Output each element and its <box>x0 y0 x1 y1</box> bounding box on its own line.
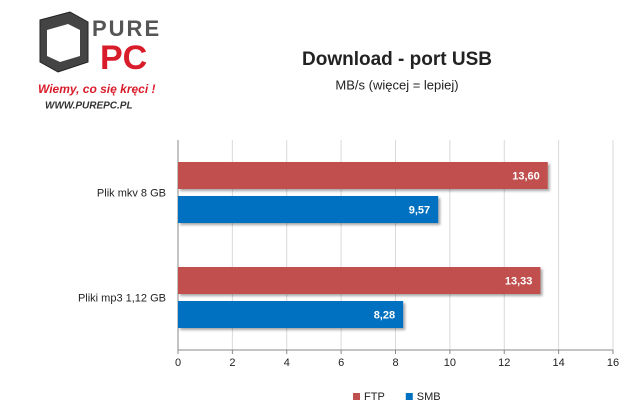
logo: PURE PC Wiemy, co się kręci ! WWW.PUREPC… <box>38 11 161 112</box>
x-tick-label: 10 <box>444 357 456 369</box>
chart-title: Download - port USB <box>302 49 492 70</box>
legend-label: SMB <box>417 391 441 403</box>
legend-swatch <box>405 393 413 400</box>
bar <box>178 162 548 189</box>
x-tick-label: 14 <box>553 357 565 369</box>
x-tick-label: 0 <box>175 357 181 369</box>
x-tick-label: 12 <box>498 357 510 369</box>
legend-swatch <box>353 393 360 400</box>
x-tick-label: 4 <box>284 357 290 369</box>
y-tick-label: Plik mkv 8 GB <box>97 187 166 199</box>
chart-subtitle: MB/s (więcej = lepiej) <box>335 77 458 92</box>
logo-cube-face <box>47 24 80 62</box>
logo-url: WWW.PUREPC.PL <box>45 101 133 112</box>
x-tick-label: 8 <box>392 357 398 369</box>
value-label: 13,60 <box>512 170 540 182</box>
logo-slogan: Wiemy, co się kręci ! <box>38 82 156 96</box>
legend-label: FTP <box>364 391 385 403</box>
x-tick-label: 16 <box>607 357 619 369</box>
x-tick-label: 2 <box>229 357 235 369</box>
value-label: 8,28 <box>374 309 395 321</box>
bar <box>178 267 541 294</box>
value-label: 13,33 <box>505 275 533 287</box>
y-tick-label: Pliki mp3 1,12 GB <box>78 292 166 304</box>
value-label: 9,57 <box>409 204 430 216</box>
logo-brand-suffix: PC <box>100 39 147 77</box>
x-tick-label: 6 <box>338 357 344 369</box>
bar <box>178 301 404 328</box>
logo-brand: PURE <box>92 16 161 41</box>
bar <box>178 196 439 223</box>
